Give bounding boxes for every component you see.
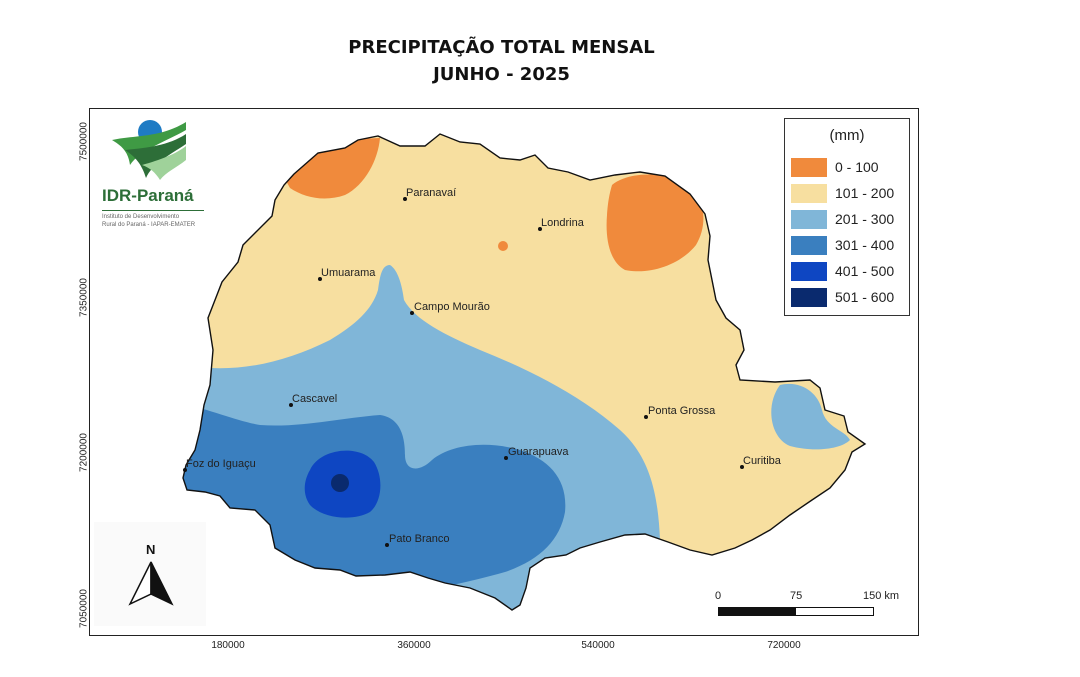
idr-logo-icon — [112, 120, 186, 180]
city-label-cascavel: Cascavel — [292, 393, 338, 405]
city-marker — [504, 456, 508, 460]
x-tick-label: 180000 — [211, 640, 245, 651]
city-marker — [385, 543, 389, 547]
legend-item: 501 - 600 — [791, 287, 894, 307]
legend-item: 201 - 300 — [791, 209, 894, 229]
scale-bar-segment — [719, 608, 796, 615]
legend-label: 0 - 100 — [835, 159, 879, 175]
legend-swatch — [791, 235, 827, 255]
legend-label: 501 - 600 — [835, 289, 895, 305]
city-label-curitiba: Curitiba — [743, 455, 781, 467]
city-marker — [183, 468, 187, 472]
city-label-ponta-grossa: Ponta Grossa — [648, 405, 716, 417]
city-label-umuarama: Umuarama — [321, 267, 376, 279]
city-marker — [403, 197, 407, 201]
city-marker — [538, 227, 542, 231]
scale-label: 75 — [790, 590, 803, 602]
legend-label: 201 - 300 — [835, 211, 895, 227]
north-arrow-icon — [128, 561, 174, 606]
map-legend: (mm) 0 - 100 101 - 200 201 - 300 301 - 4… — [784, 118, 910, 316]
x-tick-label: 360000 — [397, 640, 431, 651]
legend-label: 101 - 200 — [835, 185, 895, 201]
city-marker — [740, 465, 744, 469]
legend-item: 401 - 500 — [791, 261, 894, 281]
scale-label: 0 — [715, 590, 722, 602]
state-border — [182, 133, 867, 611]
city-marker — [318, 277, 322, 281]
city-label-pato-branco: Pato Branco — [389, 533, 450, 545]
legend-swatch — [791, 287, 827, 307]
logo-subtitle: Instituto de Desenvolvimento — [102, 214, 180, 220]
legend-title: (mm) — [829, 127, 865, 144]
logo-divider — [102, 210, 204, 211]
city-label-guarapuava: Guarapuava — [508, 446, 569, 458]
legend-label: 401 - 500 — [835, 263, 895, 279]
scale-label: 150 km — [863, 590, 900, 602]
city-marker — [644, 415, 648, 419]
legend-item: 101 - 200 — [791, 183, 894, 203]
map-title: PRECIPITAÇÃO TOTAL MENSAL — [348, 37, 655, 58]
legend-item: 301 - 400 — [791, 235, 894, 255]
north-arrow-box: N — [94, 522, 206, 626]
city-marker — [410, 311, 414, 315]
city-label-londrina: Londrina — [541, 217, 584, 229]
x-tick-label: 720000 — [767, 640, 801, 651]
scale-bar — [718, 607, 874, 616]
legend-label: 301 - 400 — [835, 237, 895, 253]
map-subtitle: JUNHO - 2025 — [433, 64, 570, 85]
legend-swatch — [791, 261, 827, 281]
legend-item: 0 - 100 — [791, 157, 879, 177]
city-label-foz-do-iguacu: Foz do Iguaçu — [186, 458, 256, 470]
city-label-paranavai: Paranavaí — [406, 187, 457, 199]
legend-swatch — [791, 183, 827, 203]
city-marker — [289, 403, 293, 407]
x-tick-label: 540000 — [581, 640, 615, 651]
logo-name: IDR-Paraná — [102, 186, 194, 205]
north-arrow-label: N — [146, 542, 156, 557]
logo-subtitle: Rural do Paraná - IAPAR-EMATER — [102, 222, 196, 228]
legend-swatch — [791, 157, 827, 177]
city-label-campo-mourao: Campo Mourão — [414, 301, 490, 313]
legend-swatch — [791, 209, 827, 229]
